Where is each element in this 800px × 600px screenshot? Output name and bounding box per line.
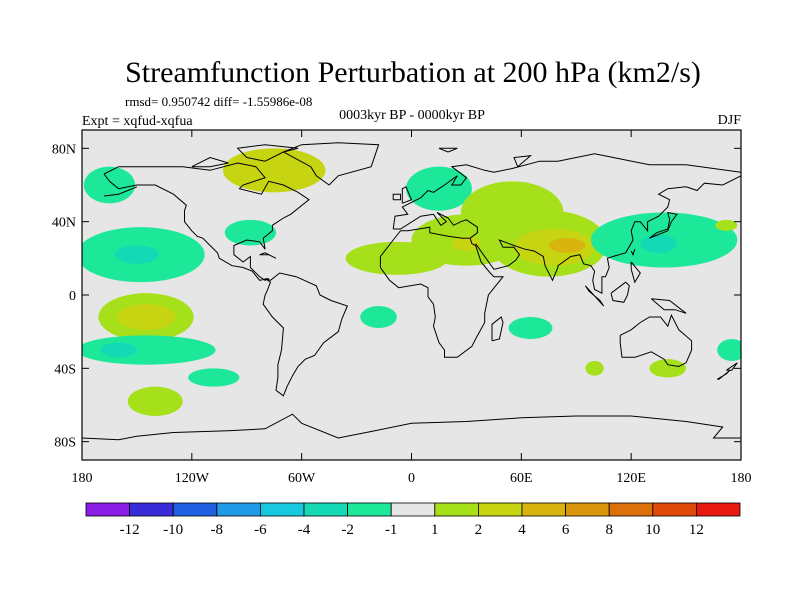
colorbar-box — [85, 502, 130, 517]
negative-anomaly-1 — [508, 317, 553, 339]
colorbar-box — [172, 502, 218, 517]
positive-anomaly-2 — [116, 304, 176, 330]
negative-anomaly-2 — [100, 342, 137, 358]
stats-line: rmsd= 0.950742 diff= -1.55986e-08 — [125, 94, 312, 109]
x-tick-label: 180 — [72, 471, 93, 486]
colorbar-label: 2 — [475, 522, 483, 538]
positive-anomaly-1 — [127, 386, 183, 417]
coastline — [619, 313, 693, 368]
coastline — [392, 153, 741, 230]
colorbar-label: -2 — [341, 522, 354, 538]
coastline — [379, 230, 505, 358]
colorbar-box — [216, 502, 261, 517]
coastline — [401, 186, 413, 204]
coastline — [649, 211, 678, 239]
colorbar-box — [434, 502, 479, 517]
negative-anomaly-1 — [224, 219, 277, 246]
x-tick-label: 120E — [616, 471, 646, 486]
colorbar-box — [477, 502, 523, 517]
colorbar-box — [696, 502, 741, 517]
coastline — [82, 413, 741, 441]
colorbar-label: -1 — [385, 522, 398, 538]
negative-anomaly-1 — [82, 335, 216, 365]
colorbar-box — [129, 502, 174, 517]
colorbar-label: -4 — [298, 522, 311, 538]
y-tick-label: 80N — [52, 142, 76, 157]
colorbar-box — [565, 502, 610, 517]
x-tick-label: 180 — [731, 471, 752, 486]
positive-anomaly-4 — [548, 238, 586, 253]
experiment-label: Expt = xqfud-xqfua — [82, 114, 193, 129]
colorbar-label: -8 — [211, 522, 224, 538]
coastline — [438, 147, 458, 153]
colorbar-box — [347, 502, 392, 517]
coastline — [282, 142, 380, 186]
coastline — [726, 362, 738, 371]
coastline — [392, 193, 401, 201]
y-tick-label: 0 — [69, 289, 76, 304]
colorbar-label: -6 — [254, 522, 267, 538]
colorbar: -12 -10 -8 -6 -4 -2 -1 1 2 4 6 8 10 12 — [85, 502, 741, 538]
period-label: 0003kyr BP - 0000kyr BP — [339, 108, 485, 123]
colorbar-label: 12 — [689, 522, 704, 538]
x-tick-label: 0 — [408, 471, 415, 486]
colorbar-label: 10 — [645, 522, 660, 538]
colorbar-label: 8 — [605, 522, 613, 538]
colorbar-box — [303, 502, 348, 517]
coastline — [716, 369, 731, 380]
coastline — [103, 186, 138, 197]
negative-anomaly-2 — [114, 245, 159, 264]
coastline-layer — [82, 142, 741, 441]
colorbar-box — [608, 502, 654, 517]
colorbar-label: -10 — [163, 522, 183, 538]
positive-anomaly-2 — [237, 155, 311, 185]
colorbar-box — [521, 502, 566, 517]
coastline — [191, 156, 229, 168]
colorbar-box — [390, 502, 436, 517]
colorbar-label: 4 — [518, 522, 526, 538]
coastline — [259, 252, 277, 259]
positive-anomaly-1 — [585, 361, 604, 376]
chart-title: Streamfunction Perturbation at 200 hPa (… — [125, 56, 701, 89]
axis-ticks: 180 120W 60W 0 60E 120E 180 80N 40N 0 40S 80S — [52, 130, 752, 486]
positive-anomaly-2 — [451, 236, 482, 252]
negative-anomaly-2 — [640, 234, 677, 253]
coastline — [262, 272, 349, 397]
colorbar-label: -12 — [120, 522, 140, 538]
colorbar-label: 6 — [562, 522, 570, 538]
positive-anomaly-1 — [715, 219, 738, 231]
season-label: DJF — [718, 113, 742, 128]
coastline — [513, 155, 533, 168]
colorbar-label: 1 — [431, 522, 439, 538]
coastline — [584, 285, 605, 307]
y-tick-label: 40N — [52, 216, 76, 231]
coastline — [393, 212, 478, 239]
y-tick-label: 80S — [54, 436, 76, 451]
coastline — [236, 144, 299, 162]
negative-anomaly-1 — [360, 306, 397, 328]
coastline — [475, 175, 741, 295]
negative-anomaly-1 — [188, 368, 240, 387]
coastline — [630, 261, 641, 284]
colorbar-box — [652, 502, 697, 517]
colorbar-box — [259, 502, 305, 517]
coastline — [630, 249, 636, 257]
coastline — [103, 162, 310, 281]
positive-anomaly-1 — [649, 359, 687, 378]
coastline — [610, 281, 630, 303]
x-tick-label: 60E — [510, 471, 533, 486]
coastline — [491, 316, 504, 342]
y-tick-label: 40S — [54, 362, 76, 377]
negative-anomaly-1 — [83, 166, 136, 204]
x-tick-label: 120W — [175, 471, 210, 486]
coastline — [650, 298, 687, 314]
negative-anomaly-1 — [717, 339, 741, 361]
x-tick-label: 60W — [288, 471, 316, 486]
